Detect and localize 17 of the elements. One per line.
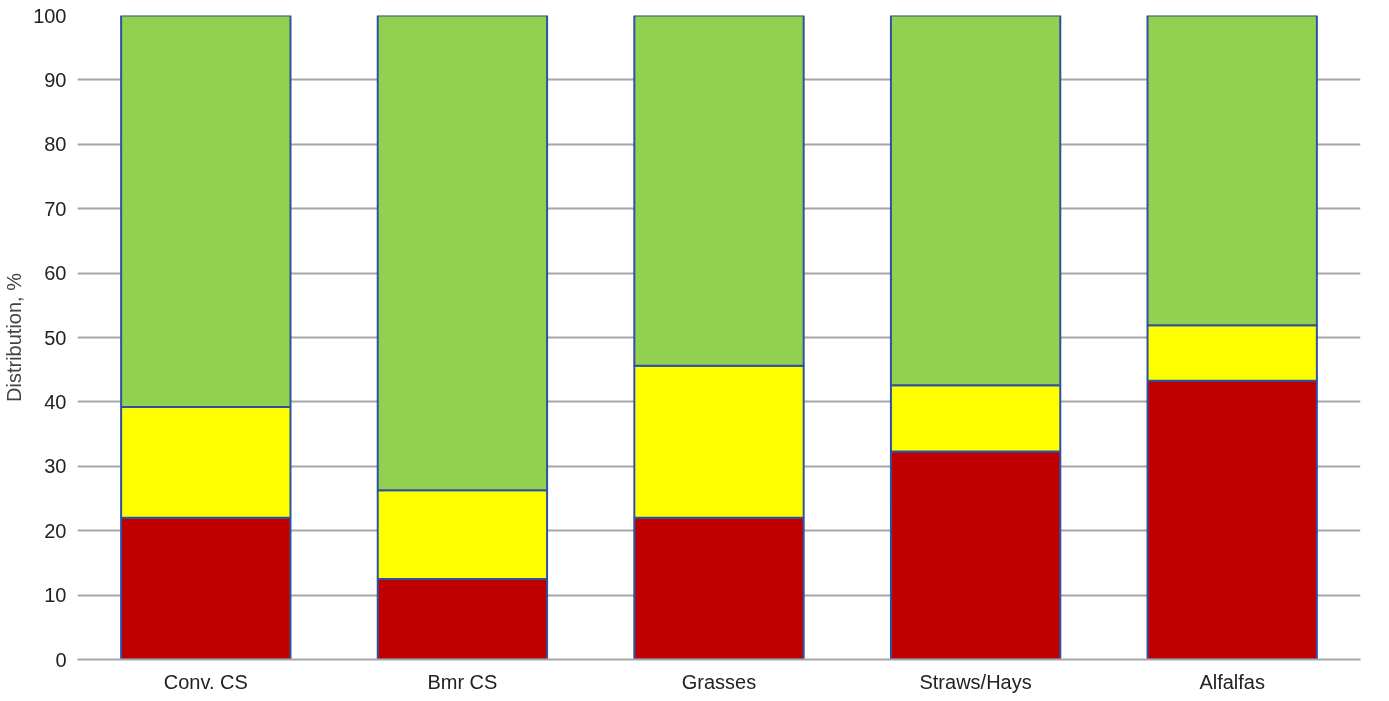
y-axis-title: Distribution, % [3, 272, 26, 402]
y-tick-label: 0 [55, 648, 67, 671]
y-tick-label: 40 [44, 390, 67, 413]
y-tick-label: 90 [44, 68, 67, 91]
x-tick-label: Grasses [681, 670, 757, 693]
x-tick-label: Bmr CS [427, 670, 498, 693]
x-tick-label: Conv. CS [163, 670, 248, 693]
y-tick-label: 60 [44, 262, 67, 285]
y-tick-label: 20 [44, 519, 67, 542]
y-tick-label: 50 [44, 326, 67, 349]
x-tick-label: Alfalfas [1199, 670, 1265, 693]
x-tick-label: Straws/Hays [919, 670, 1032, 693]
y-tick-label: 30 [44, 455, 67, 478]
y-tick-label: 100 [33, 4, 67, 27]
y-tick-label: 70 [44, 197, 67, 220]
y-tick-label: 10 [44, 584, 67, 607]
y-tick-label: 80 [44, 133, 67, 156]
